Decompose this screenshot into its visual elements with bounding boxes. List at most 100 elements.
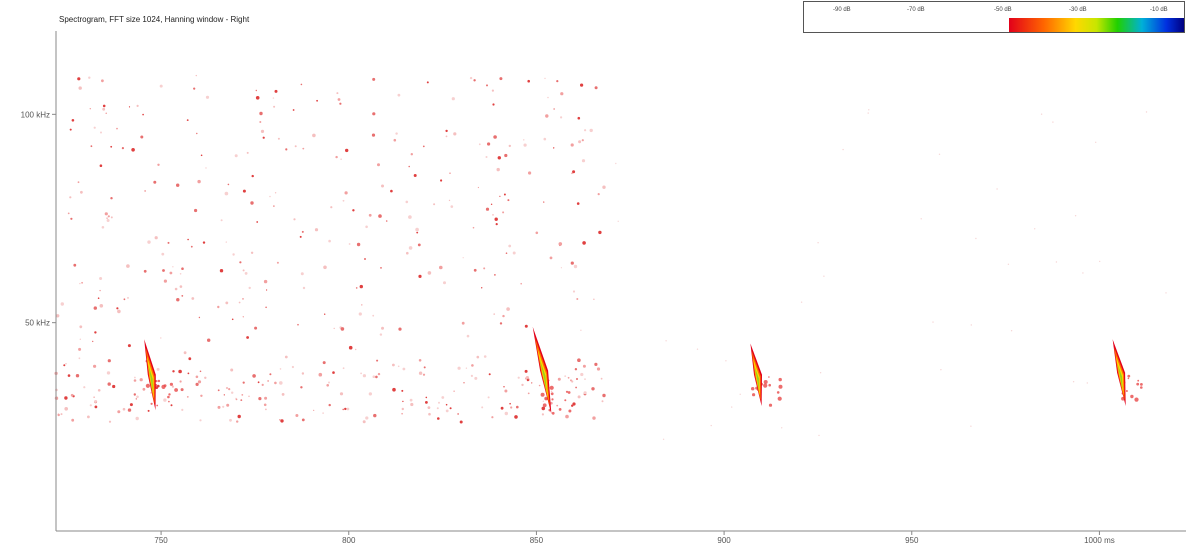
noise-speckle	[593, 298, 595, 300]
noise-speckle	[77, 181, 80, 184]
noise-speckle	[531, 382, 533, 384]
noise-speckle	[348, 345, 353, 350]
call-halo	[565, 390, 569, 393]
noise-speckle	[361, 304, 363, 306]
noise-speckle	[99, 277, 103, 280]
noise-speckle	[93, 364, 97, 368]
noise-speckle	[496, 167, 500, 172]
noise-speckle	[274, 192, 277, 194]
noise-speckle	[377, 163, 380, 167]
noise-speckle	[818, 434, 820, 437]
noise-speckle	[180, 388, 184, 392]
noise-speckle	[90, 145, 93, 148]
noise-speckle	[781, 427, 783, 429]
noise-speckle	[372, 112, 376, 116]
noise-speckle	[116, 127, 118, 130]
noise-speckle	[254, 326, 258, 330]
noise-speckle	[332, 371, 335, 374]
noise-speckle	[450, 205, 454, 208]
noise-speckle	[445, 129, 448, 133]
noise-speckle	[255, 96, 260, 100]
noise-speckle	[300, 386, 303, 389]
noise-speckle	[823, 275, 825, 277]
noise-speckle	[499, 195, 501, 197]
noise-speckle	[176, 183, 180, 187]
noise-speckle	[819, 372, 822, 374]
noise-speckle	[408, 246, 413, 250]
noise-speckle	[494, 274, 496, 276]
noise-speckle	[544, 77, 546, 80]
noise-speckle	[57, 413, 60, 416]
noise-speckle	[523, 139, 525, 141]
noise-speckle	[348, 243, 351, 245]
noise-speckle	[433, 203, 436, 206]
noise-speckle	[578, 140, 582, 144]
noise-speckle	[560, 92, 564, 96]
noise-speckle	[322, 412, 324, 414]
noise-speckle	[56, 314, 60, 318]
noise-speckle	[381, 184, 384, 188]
noise-speckle	[373, 413, 377, 418]
noise-speckle	[523, 143, 527, 147]
noise-speckle	[401, 412, 403, 415]
noise-speckle	[127, 344, 131, 348]
noise-speckle	[263, 403, 267, 407]
noise-speckle	[241, 394, 244, 396]
noise-speckle	[472, 226, 475, 229]
noise-speckle	[422, 373, 426, 376]
noise-speckle	[572, 402, 576, 406]
noise-speckle	[107, 382, 111, 386]
colorbar-label-5: -10 dB	[1150, 7, 1168, 13]
noise-speckle	[543, 201, 545, 203]
noise-speckle	[502, 314, 505, 318]
noise-speckle	[267, 380, 269, 382]
noise-speckle	[242, 269, 245, 272]
noise-speckle	[129, 403, 133, 407]
noise-speckle	[524, 324, 528, 328]
noise-speckle	[499, 77, 503, 81]
noise-speckle	[481, 287, 483, 289]
call-halo	[168, 393, 171, 396]
noise-speckle	[250, 251, 254, 254]
call-halo	[1125, 390, 1128, 392]
noise-speckle	[378, 214, 382, 218]
noise-speckle	[246, 336, 250, 339]
noise-speckle	[571, 404, 574, 407]
noise-speckle	[416, 231, 419, 234]
noise-speckle	[477, 186, 479, 189]
noise-speckle	[565, 414, 569, 419]
noise-speckle	[376, 359, 379, 362]
noise-speckle	[163, 279, 167, 283]
noise-speckle	[336, 92, 339, 95]
noise-speckle	[470, 374, 473, 377]
noise-speckle	[448, 199, 451, 202]
call-halo	[1130, 394, 1134, 399]
call-halo	[1127, 374, 1131, 378]
noise-speckle	[235, 398, 238, 401]
noise-speckle	[277, 137, 280, 140]
noise-speckle	[269, 195, 271, 198]
noise-speckle	[504, 153, 508, 158]
noise-speckle	[179, 273, 182, 275]
noise-speckle	[231, 318, 234, 321]
noise-speckle	[550, 401, 553, 405]
noise-speckle	[337, 98, 341, 101]
noise-speckle	[410, 153, 413, 156]
noise-speckle	[128, 106, 131, 108]
noise-speckle	[509, 402, 511, 405]
call-halo	[768, 383, 771, 387]
noise-speckle	[285, 148, 288, 151]
noise-speckle	[217, 389, 220, 392]
noise-speckle	[591, 387, 595, 391]
noise-speckle	[200, 154, 203, 157]
noise-speckle	[352, 209, 355, 212]
noise-speckle	[205, 167, 207, 169]
noise-speckle	[453, 390, 455, 392]
noise-speckle	[463, 382, 465, 384]
noise-speckle	[485, 207, 490, 211]
noise-speckle	[451, 97, 455, 101]
noise-speckle	[512, 251, 516, 255]
noise-speckle	[116, 307, 119, 310]
